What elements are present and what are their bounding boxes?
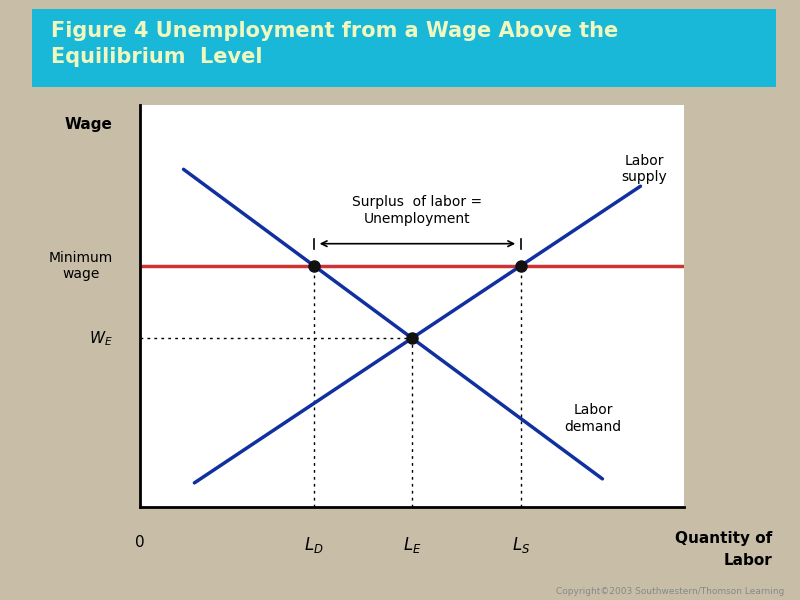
Text: Quantity of: Quantity of [674,531,772,546]
Text: Wage: Wage [65,117,113,132]
Text: $L_S$: $L_S$ [512,535,530,555]
Text: Surplus  of labor =
Unemployment: Surplus of labor = Unemployment [352,196,482,226]
Text: Copyright©2003 Southwestern/Thomson Learning: Copyright©2003 Southwestern/Thomson Lear… [556,587,784,596]
Text: Labor
supply: Labor supply [622,154,667,184]
Text: Labor: Labor [723,553,772,568]
Text: Labor
demand: Labor demand [564,403,622,434]
Text: 0: 0 [135,535,145,550]
FancyBboxPatch shape [2,6,800,90]
Text: Figure 4 Unemployment from a Wage Above the
Equilibrium  Level: Figure 4 Unemployment from a Wage Above … [50,21,618,67]
Text: $L_D$: $L_D$ [304,535,324,555]
Text: Minimum
wage: Minimum wage [49,251,113,281]
Text: $L_E$: $L_E$ [402,535,422,555]
Text: $W_E$: $W_E$ [89,329,113,347]
